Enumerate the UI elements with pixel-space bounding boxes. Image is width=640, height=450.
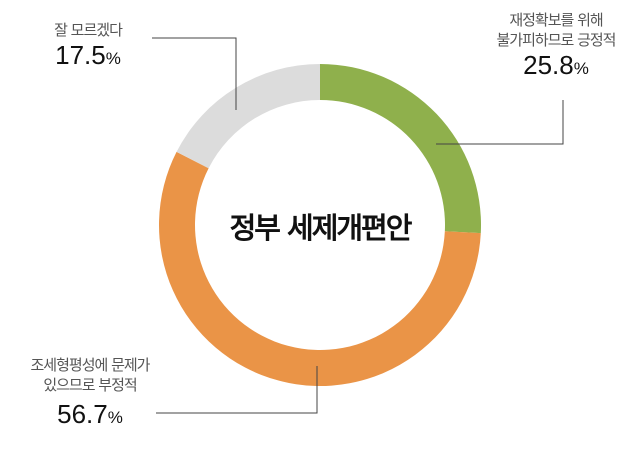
value-negative: 56.7% bbox=[0, 399, 190, 433]
leader-line-negative bbox=[156, 366, 318, 414]
leader-line-unknown bbox=[152, 37, 237, 110]
slice-unknown bbox=[176, 64, 320, 169]
value-negative-number: 56.7 bbox=[57, 399, 108, 429]
value-unknown-number: 17.5 bbox=[55, 40, 106, 70]
label-negative-line1: 조세형평성에 문제가 bbox=[30, 356, 151, 374]
unit: % bbox=[107, 408, 123, 427]
value-positive-number: 25.8 bbox=[523, 50, 574, 80]
label-positive-line1: 재정확보를 위해 bbox=[509, 11, 603, 29]
value-positive: 25.8% bbox=[456, 50, 640, 84]
slice-positive bbox=[320, 64, 482, 234]
label-negative: 조세형평성에 문제가 있으므로 부정적 56.7% bbox=[0, 355, 190, 433]
label-negative-line2: 있으므로 부정적 bbox=[43, 376, 137, 394]
label-positive: 재정확보를 위해 불가피하므로 긍정적 25.8% bbox=[456, 10, 640, 84]
chart-title: 정부 세제개편안 bbox=[229, 211, 413, 245]
unit: % bbox=[573, 59, 589, 78]
label-unknown: 잘 모르겠다 17.5% bbox=[0, 20, 188, 74]
slice-negative bbox=[159, 151, 481, 386]
value-unknown: 17.5% bbox=[0, 40, 188, 74]
leader-line-positive bbox=[436, 100, 564, 145]
label-unknown-line1: 잘 모르겠다 bbox=[54, 21, 123, 39]
unit: % bbox=[105, 49, 121, 68]
label-positive-line2: 불가피하므로 긍정적 bbox=[496, 31, 617, 49]
